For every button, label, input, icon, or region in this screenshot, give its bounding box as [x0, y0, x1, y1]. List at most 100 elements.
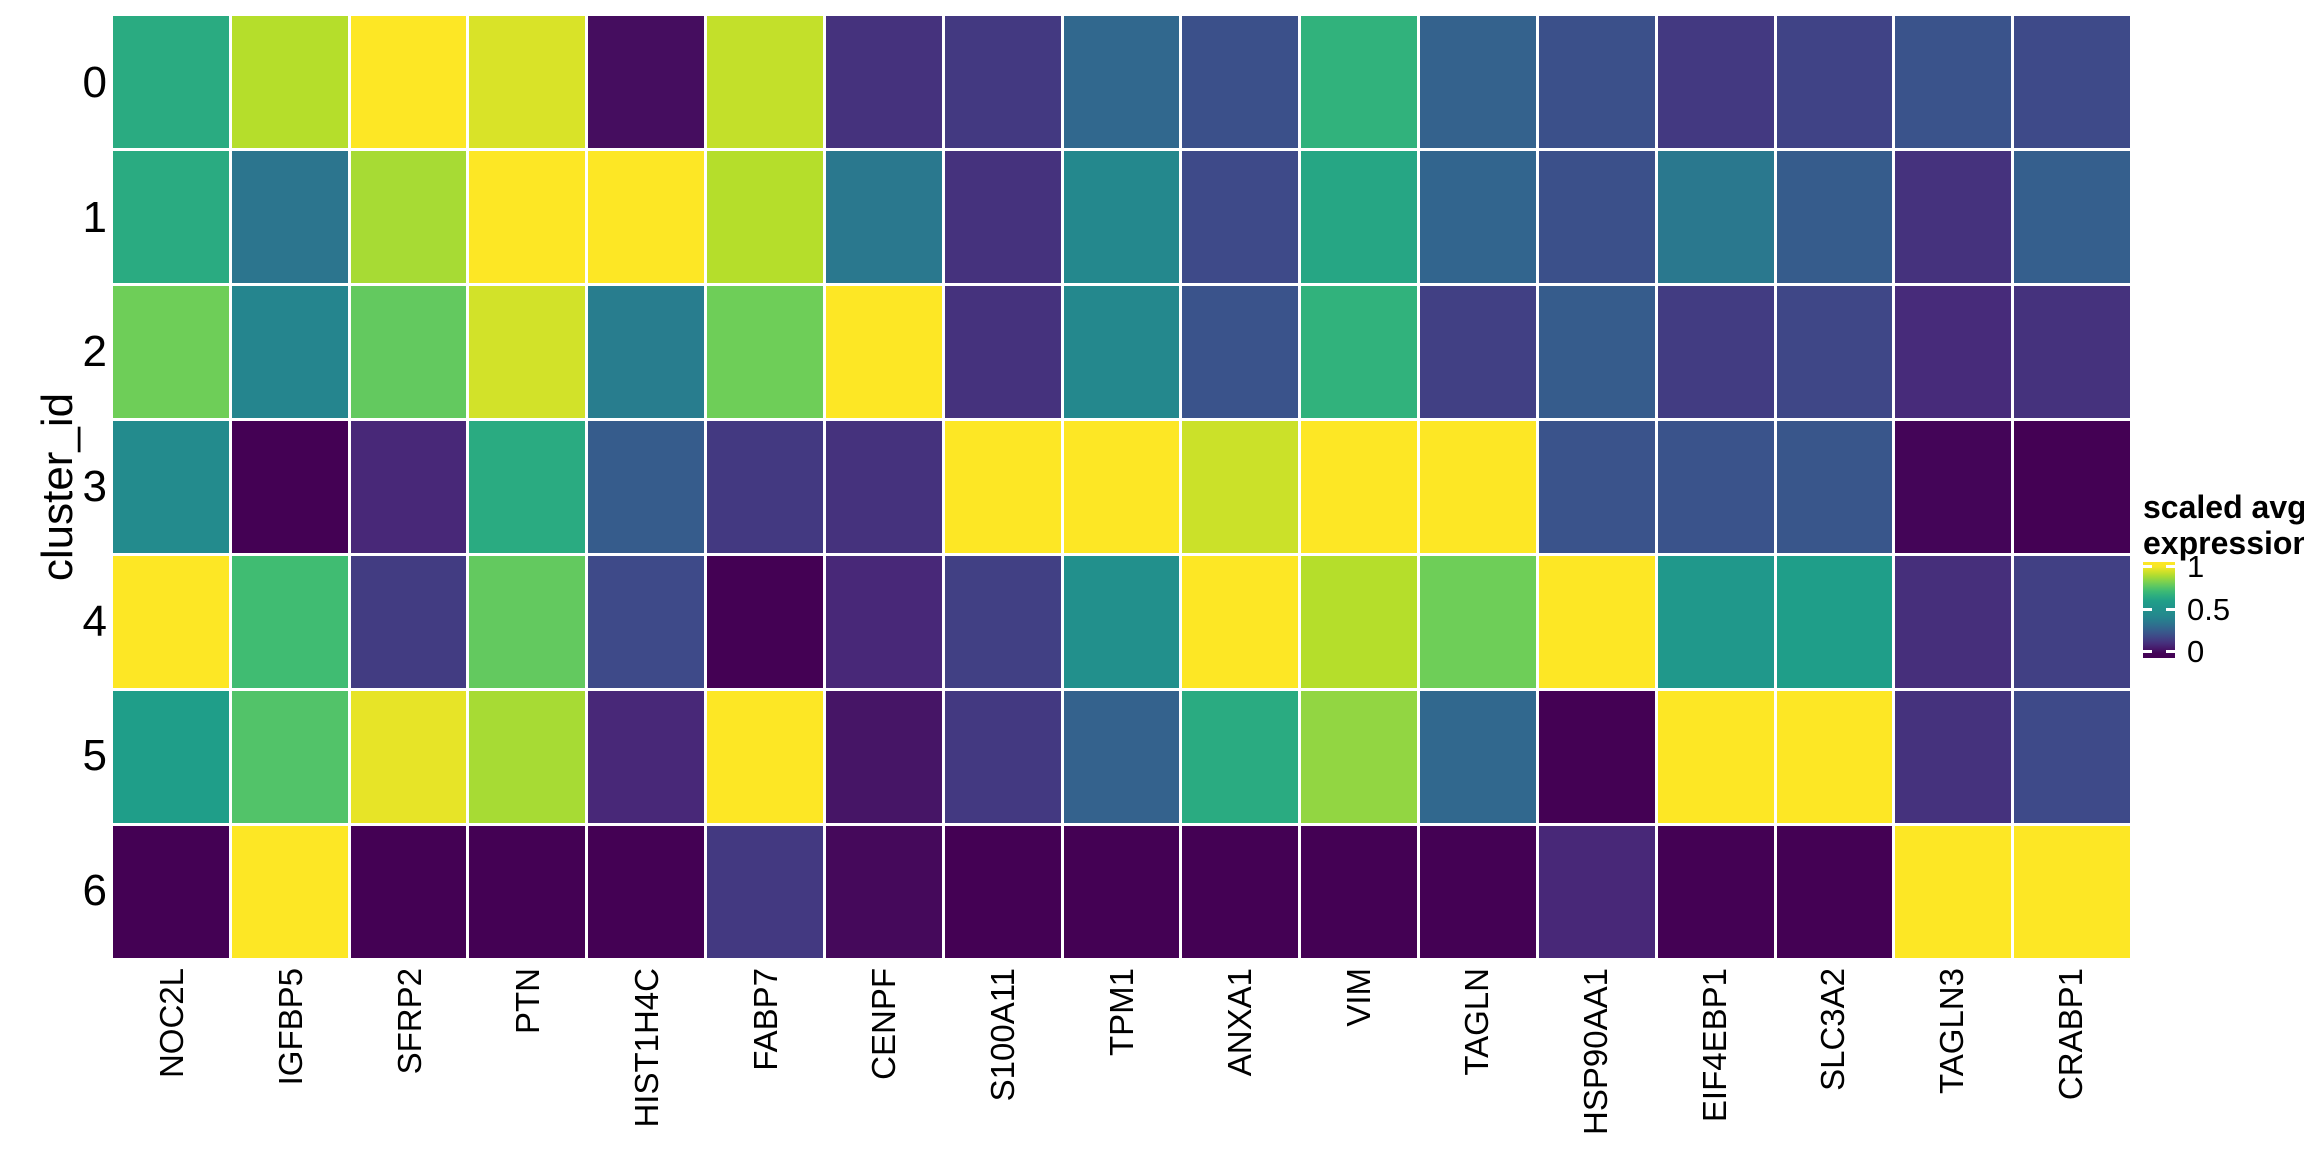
- heatmap-cell-TAGLN3-cluster-3: [1895, 421, 2012, 553]
- heatmap-cell-CENPF-cluster-3: [825, 421, 942, 553]
- heatmap-cell-VIM-cluster-1: [1301, 151, 1418, 283]
- heatmap-cell-PTN-cluster-6: [469, 826, 586, 958]
- y-tick-label-5: 5: [82, 731, 107, 781]
- heatmap-cell-HSP90AA1-cluster-2: [1538, 286, 1655, 418]
- heatmap-cell-EIF4EBP1-cluster-0: [1657, 16, 1774, 148]
- x-tick-label-VIM: VIM: [1339, 968, 1377, 1027]
- heatmap-cell-ANXA1-cluster-0: [1182, 16, 1299, 148]
- x-tick-label-S100A11: S100A11: [983, 968, 1021, 1102]
- x-tick-label-PTN: PTN: [509, 968, 547, 1034]
- heatmap-cell-HSP90AA1-cluster-6: [1538, 826, 1655, 958]
- heatmap-cell-ANXA1-cluster-1: [1182, 151, 1299, 283]
- heatmap-cell-FABP7-cluster-1: [707, 151, 823, 283]
- heatmap-cell-VIM-cluster-3: [1301, 421, 1418, 553]
- legend-title-line-2: expression: [2143, 525, 2304, 561]
- heatmap-cell-TAGLN-cluster-5: [1420, 691, 1536, 823]
- y-tick-label-0: 0: [82, 58, 107, 108]
- heatmap-cell-SFRP2-cluster-2: [350, 286, 467, 418]
- heatmap-cell-IGFBP5-cluster-6: [231, 826, 348, 958]
- heatmap-cell-TAGLN3-cluster-1: [1895, 151, 2012, 283]
- heatmap-plot-area: [113, 16, 2130, 958]
- heatmap-cell-CENPF-cluster-1: [825, 151, 942, 283]
- heatmap-cell-EIF4EBP1-cluster-2: [1657, 286, 1774, 418]
- heatmap-cell-SFRP2-cluster-4: [350, 556, 467, 688]
- heatmap-cell-VIM-cluster-2: [1301, 286, 1418, 418]
- heatmap-cell-HIST1H4C-cluster-6: [588, 826, 705, 958]
- heatmap-cell-HIST1H4C-cluster-3: [588, 421, 705, 553]
- x-tick-label-SLC3A2: SLC3A2: [1814, 968, 1852, 1091]
- heatmap-cell-TAGLN3-cluster-5: [1895, 691, 2012, 823]
- x-tick-label-TPM1: TPM1: [1102, 968, 1140, 1057]
- heatmap-cell-CRABP1-cluster-6: [2014, 826, 2130, 958]
- heatmap-cell-TAGLN-cluster-0: [1420, 16, 1536, 148]
- heatmap-cell-PTN-cluster-2: [469, 286, 586, 418]
- heatmap-cell-ANXA1-cluster-6: [1182, 826, 1299, 958]
- x-tick-label-HIST1H4C: HIST1H4C: [627, 968, 665, 1128]
- heatmap-cell-FABP7-cluster-6: [707, 826, 823, 958]
- heatmap-cell-CENPF-cluster-4: [825, 556, 942, 688]
- heatmap-cell-HIST1H4C-cluster-0: [588, 16, 705, 148]
- legend-tick-label-1: 1: [2187, 548, 2205, 584]
- heatmap-cell-FABP7-cluster-3: [707, 421, 823, 553]
- heatmap-cell-EIF4EBP1-cluster-5: [1657, 691, 1774, 823]
- heatmap-cell-NOC2L-cluster-6: [113, 826, 229, 958]
- heatmap-cell-HIST1H4C-cluster-1: [588, 151, 705, 283]
- heatmap-cell-PTN-cluster-0: [469, 16, 586, 148]
- heatmap-cell-TAGLN-cluster-2: [1420, 286, 1536, 418]
- heatmap-cell-S100A11-cluster-3: [944, 421, 1061, 553]
- heatmap-cell-ANXA1-cluster-2: [1182, 286, 1299, 418]
- heatmap-cell-TPM1-cluster-1: [1063, 151, 1180, 283]
- heatmap-cell-FABP7-cluster-4: [707, 556, 823, 688]
- y-tick-label-6: 6: [82, 865, 107, 915]
- heatmap-cell-ANXA1-cluster-5: [1182, 691, 1299, 823]
- y-tick-label-1: 1: [82, 192, 107, 242]
- heatmap-cell-TPM1-cluster-4: [1063, 556, 1180, 688]
- legend-tick-dash-1-left: [2143, 564, 2152, 568]
- heatmap-cell-NOC2L-cluster-2: [113, 286, 229, 418]
- heatmap-cell-SLC3A2-cluster-0: [1776, 16, 1893, 148]
- heatmap-cell-CRABP1-cluster-4: [2014, 556, 2130, 688]
- heatmap-cell-CRABP1-cluster-5: [2014, 691, 2130, 823]
- x-tick-label-FABP7: FABP7: [746, 968, 784, 1071]
- y-tick-label-3: 3: [82, 462, 107, 511]
- x-tick-label-SFRP2: SFRP2: [390, 968, 428, 1075]
- heatmap-cell-HIST1H4C-cluster-5: [588, 691, 705, 823]
- heatmap-cell-IGFBP5-cluster-4: [231, 556, 348, 688]
- legend-tick-dash-0.5-right: [2166, 607, 2175, 611]
- heatmap-cell-NOC2L-cluster-3: [113, 421, 229, 553]
- heatmap-cell-PTN-cluster-3: [469, 421, 586, 553]
- heatmap-cell-S100A11-cluster-0: [944, 16, 1061, 148]
- heatmap-cell-CRABP1-cluster-0: [2014, 16, 2130, 148]
- heatmap-cell-NOC2L-cluster-4: [113, 556, 229, 688]
- heatmap-cell-S100A11-cluster-6: [944, 826, 1061, 958]
- x-tick-label-IGFBP5: IGFBP5: [271, 968, 309, 1086]
- heatmap-cell-NOC2L-cluster-1: [113, 151, 229, 283]
- heatmap-cell-NOC2L-cluster-5: [113, 691, 229, 823]
- heatmap-cell-S100A11-cluster-5: [944, 691, 1061, 823]
- heatmap-cell-EIF4EBP1-cluster-1: [1657, 151, 1774, 283]
- heatmap-cell-IGFBP5-cluster-2: [231, 286, 348, 418]
- heatmap-cell-TPM1-cluster-0: [1063, 16, 1180, 148]
- heatmap-cell-EIF4EBP1-cluster-3: [1657, 421, 1774, 553]
- heatmap-cell-CRABP1-cluster-2: [2014, 286, 2130, 418]
- heatmap-cell-IGFBP5-cluster-1: [231, 151, 348, 283]
- heatmap-cell-CRABP1-cluster-3: [2014, 421, 2130, 553]
- heatmap-cell-FABP7-cluster-0: [707, 16, 823, 148]
- legend-tick-label-0: 0: [2187, 634, 2205, 670]
- x-tick-label-HSP90AA1: HSP90AA1: [1577, 968, 1615, 1135]
- heatmap-cell-TPM1-cluster-6: [1063, 826, 1180, 958]
- heatmap-cell-CENPF-cluster-6: [825, 826, 942, 958]
- heatmap-cell-IGFBP5-cluster-5: [231, 691, 348, 823]
- legend-title-line-1: scaled avg.: [2143, 489, 2304, 525]
- heatmap-cell-TAGLN-cluster-1: [1420, 151, 1536, 283]
- heatmap-cell-VIM-cluster-5: [1301, 691, 1418, 823]
- legend-tick-dash-0.5-left: [2143, 607, 2152, 611]
- heatmap-cell-SLC3A2-cluster-6: [1776, 826, 1893, 958]
- heatmap-cell-TAGLN3-cluster-4: [1895, 556, 2012, 688]
- heatmap-cell-SLC3A2-cluster-2: [1776, 286, 1893, 418]
- heatmap-cell-IGFBP5-cluster-0: [231, 16, 348, 148]
- heatmap-cell-TPM1-cluster-2: [1063, 286, 1180, 418]
- heatmap-cell-SFRP2-cluster-3: [350, 421, 467, 553]
- legend-tick-dash-0-left: [2143, 650, 2152, 654]
- x-tick-label-CENPF: CENPF: [865, 968, 903, 1080]
